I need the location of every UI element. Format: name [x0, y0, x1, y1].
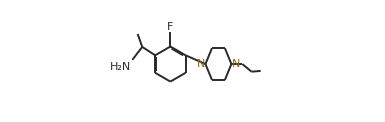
- Text: N: N: [232, 59, 240, 69]
- Text: H₂N: H₂N: [110, 62, 132, 72]
- Text: N: N: [196, 59, 205, 69]
- Text: F: F: [167, 22, 174, 32]
